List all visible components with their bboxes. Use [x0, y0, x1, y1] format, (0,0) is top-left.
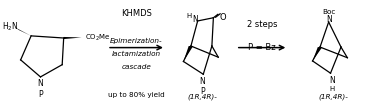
- Text: cascade: cascade: [121, 64, 151, 70]
- Text: Boc: Boc: [322, 9, 335, 15]
- Text: KHMDS: KHMDS: [121, 9, 152, 18]
- Text: up to 80% yield: up to 80% yield: [108, 91, 165, 98]
- Text: 2 steps: 2 steps: [247, 20, 277, 29]
- Text: (1R,4R)-: (1R,4R)-: [187, 93, 217, 100]
- Text: N: N: [199, 77, 205, 86]
- Text: N: N: [192, 15, 198, 24]
- Text: CO$_2$Me: CO$_2$Me: [85, 32, 110, 43]
- Polygon shape: [183, 46, 193, 61]
- Polygon shape: [313, 47, 322, 61]
- Polygon shape: [15, 27, 31, 36]
- Text: lactamization: lactamization: [112, 51, 161, 57]
- Text: P: P: [38, 90, 43, 99]
- Text: P: P: [200, 87, 204, 96]
- Polygon shape: [64, 37, 82, 39]
- Text: H: H: [187, 13, 192, 19]
- Text: N: N: [326, 15, 332, 24]
- Text: N: N: [37, 79, 43, 88]
- Text: Epimerization-: Epimerization-: [110, 38, 163, 44]
- Text: H: H: [329, 86, 334, 92]
- Text: N: N: [329, 76, 335, 85]
- Text: H$_2$N: H$_2$N: [2, 20, 19, 33]
- Text: O: O: [219, 13, 226, 22]
- Text: (1R,4R)-: (1R,4R)-: [318, 93, 348, 100]
- Text: P = Bz: P = Bz: [248, 43, 276, 52]
